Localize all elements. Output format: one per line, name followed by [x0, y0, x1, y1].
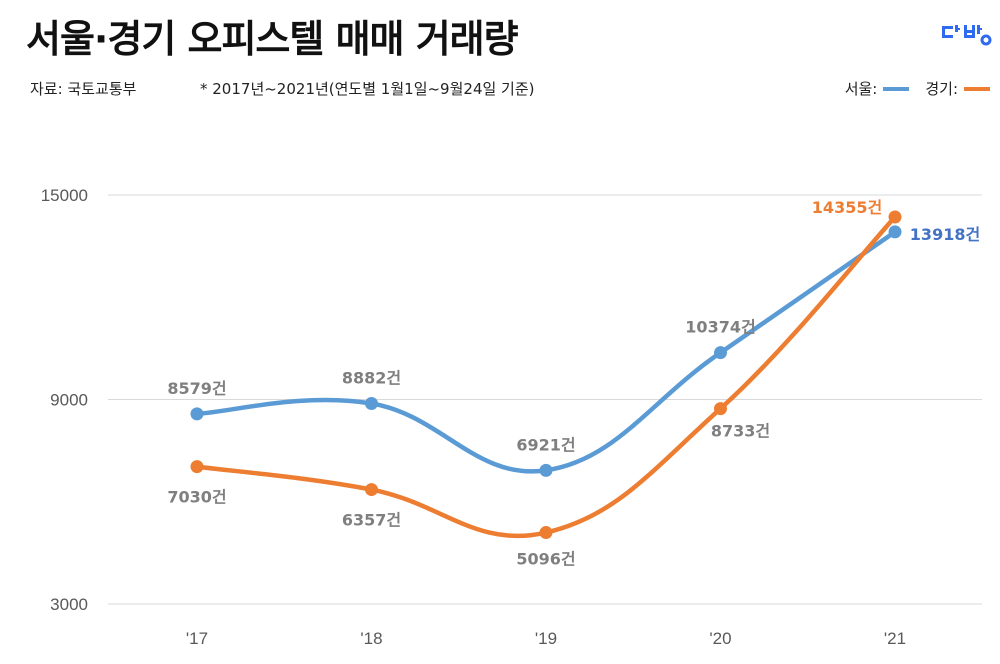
x-tick-label: '21	[884, 629, 906, 648]
x-tick-label: '18	[360, 629, 382, 648]
data-point	[714, 346, 727, 360]
data-label: 7030건	[167, 488, 226, 507]
legend-swatch-gyeonggi	[964, 86, 990, 91]
series-line-1	[196, 215, 897, 539]
x-tick-label: '17	[186, 629, 208, 648]
source-text: 자료: 국토교통부	[30, 80, 137, 98]
data-point	[539, 463, 553, 477]
data-label: 8882건	[342, 369, 401, 388]
note-text: * 2017년~2021년(연도별 1월1일~9월24일 기준)	[200, 80, 535, 98]
x-tick-label: '20	[709, 629, 731, 648]
data-label: 8579건	[167, 379, 226, 398]
data-point	[714, 402, 727, 416]
data-label: 13918건	[910, 225, 980, 244]
chart-title: 서울·경기 오피스텔 매매 거래량	[26, 17, 519, 61]
y-tick-label: 9000	[50, 391, 88, 410]
data-point	[539, 526, 553, 540]
data-label: 6921건	[516, 435, 575, 454]
data-point	[190, 407, 204, 421]
x-tick-label: '19	[535, 629, 557, 648]
legend-label-seoul: 서울:	[844, 80, 878, 98]
data-point	[365, 483, 378, 497]
y-tick-label: 3000	[50, 595, 88, 614]
legend-swatch-seoul	[883, 86, 910, 91]
data-label: 5096건	[516, 550, 575, 569]
data-point	[190, 460, 204, 474]
data-label: 6357건	[342, 511, 401, 530]
legend: 서울: 경기:	[845, 78, 990, 99]
y-tick-label: 15000	[41, 186, 88, 205]
data-point	[888, 225, 902, 239]
legend-label-gyeonggi: 경기:	[925, 80, 958, 98]
data-label: 8733건	[711, 422, 770, 441]
data-point	[888, 210, 902, 224]
data-label: 10374건	[685, 318, 755, 337]
data-label: 14355건	[812, 198, 882, 217]
dabang-logo	[942, 22, 994, 50]
data-point	[365, 397, 378, 411]
